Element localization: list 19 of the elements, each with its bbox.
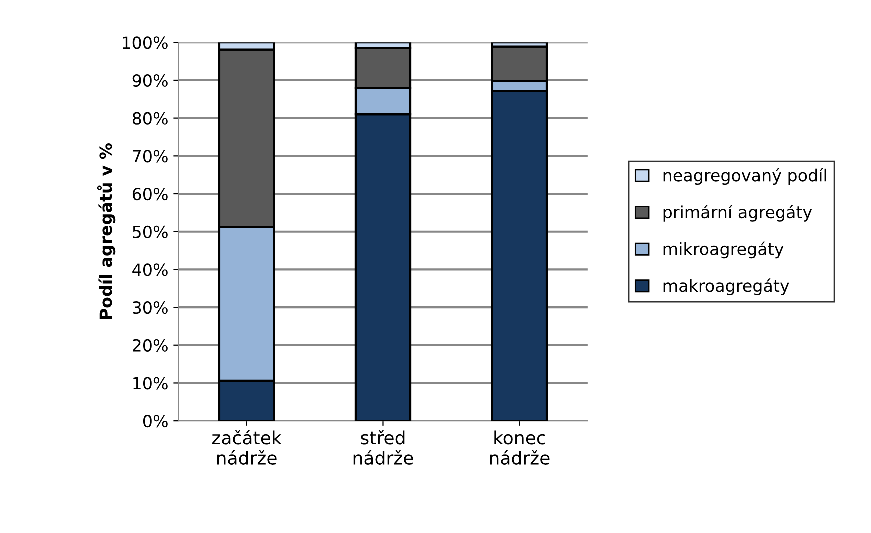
y-tick-label: 70% xyxy=(133,150,168,163)
y-tick-label: 90% xyxy=(132,74,168,88)
legend-label: neagregovaný podíl xyxy=(664,168,826,186)
y-tick-label: 20% xyxy=(133,339,168,352)
y-tick-label: 50% xyxy=(133,226,168,238)
y-tick-label: 0% xyxy=(143,415,168,428)
y-tick-label: 40% xyxy=(132,264,168,276)
y-tick-label: 80% xyxy=(132,112,168,125)
y-axis-title: Podíl agregátů v % xyxy=(97,144,116,320)
x-tick-label: začátek nádrže xyxy=(212,430,282,465)
legend-label: makroagregáty xyxy=(664,278,790,296)
legend-label: primární agregáty xyxy=(664,205,812,222)
y-tick-label: 10% xyxy=(134,377,168,390)
y-tick-label: 30% xyxy=(133,302,168,314)
x-tick-label: konec nádrže xyxy=(490,430,550,465)
legend-label: mikroagregáty xyxy=(664,242,784,259)
y-tick-label: 60% xyxy=(132,188,168,201)
x-tick-label: střed nádrže xyxy=(354,430,414,465)
y-tick-label: 100% xyxy=(123,36,168,50)
